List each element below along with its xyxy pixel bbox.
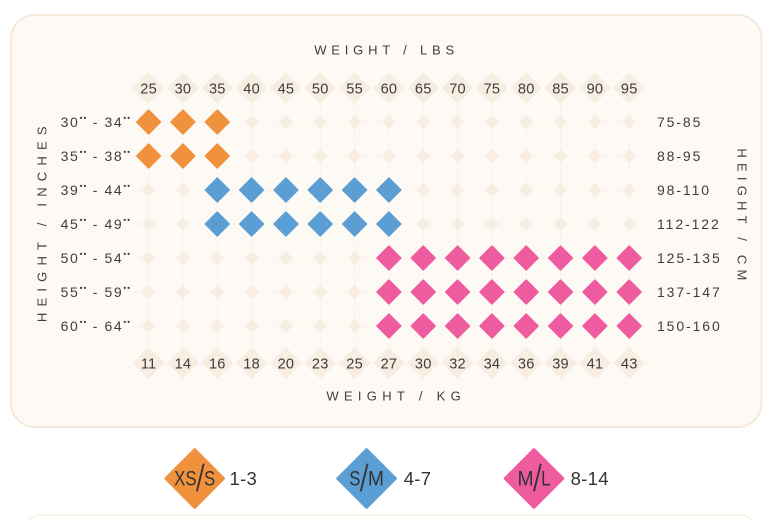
svg-text:18: 18 bbox=[243, 356, 260, 372]
svg-text:41: 41 bbox=[587, 356, 604, 372]
svg-text:75-85: 75-85 bbox=[657, 114, 702, 130]
svg-text:85: 85 bbox=[552, 81, 569, 97]
svg-text:60: 60 bbox=[381, 81, 398, 97]
svg-text:WEIGHT / KG: WEIGHT / KG bbox=[326, 389, 466, 404]
svg-text:80: 80 bbox=[518, 81, 535, 97]
svg-text:34: 34 bbox=[484, 356, 501, 372]
svg-text:45•• - 49••: 45•• - 49•• bbox=[61, 215, 131, 232]
svg-text:M: M bbox=[368, 468, 384, 491]
svg-text:25: 25 bbox=[140, 81, 157, 97]
svg-text:23: 23 bbox=[312, 356, 329, 372]
svg-text:150-160: 150-160 bbox=[657, 318, 722, 334]
svg-text:90: 90 bbox=[587, 81, 604, 97]
svg-text:S: S bbox=[349, 468, 360, 491]
svg-text:35•• - 38••: 35•• - 38•• bbox=[61, 147, 131, 164]
svg-text:98-110: 98-110 bbox=[657, 182, 711, 198]
svg-text:14: 14 bbox=[175, 356, 192, 372]
svg-text:35: 35 bbox=[209, 81, 226, 97]
svg-text:WEIGHT / LBS: WEIGHT / LBS bbox=[314, 43, 459, 58]
svg-text:20: 20 bbox=[278, 356, 295, 372]
svg-text:137-147: 137-147 bbox=[657, 284, 722, 300]
svg-text:L: L bbox=[541, 468, 550, 491]
svg-text:1-3: 1-3 bbox=[230, 468, 258, 489]
svg-text:55: 55 bbox=[346, 81, 363, 97]
svg-text:95: 95 bbox=[621, 81, 638, 97]
svg-text:39: 39 bbox=[552, 356, 569, 372]
svg-text:36: 36 bbox=[518, 356, 535, 372]
svg-text:39•• - 44••: 39•• - 44•• bbox=[61, 181, 131, 198]
svg-text:60•• - 64••: 60•• - 64•• bbox=[61, 317, 131, 334]
svg-text:M: M bbox=[518, 468, 534, 491]
svg-text:8-14: 8-14 bbox=[571, 468, 609, 489]
svg-text:30•• - 34••: 30•• - 34•• bbox=[61, 113, 131, 130]
svg-text:112-122: 112-122 bbox=[657, 216, 721, 232]
svg-text:27: 27 bbox=[381, 356, 398, 372]
svg-text:11: 11 bbox=[141, 356, 157, 372]
svg-text:HEIGHT / CM: HEIGHT / CM bbox=[735, 148, 750, 285]
svg-text:50•• - 54••: 50•• - 54•• bbox=[61, 249, 131, 266]
svg-text:50: 50 bbox=[312, 81, 329, 97]
svg-text:70: 70 bbox=[449, 81, 466, 97]
svg-text:4-7: 4-7 bbox=[404, 468, 432, 489]
svg-text:40: 40 bbox=[243, 81, 260, 97]
svg-text:88-95: 88-95 bbox=[657, 148, 702, 164]
svg-text:S: S bbox=[204, 468, 215, 491]
svg-text:30: 30 bbox=[415, 356, 432, 372]
svg-text:HEIGHT / INCHES: HEIGHT / INCHES bbox=[35, 120, 50, 322]
svg-text:65: 65 bbox=[415, 81, 432, 97]
svg-text:30: 30 bbox=[175, 81, 192, 97]
svg-text:75: 75 bbox=[484, 81, 501, 97]
svg-text:55•• - 59••: 55•• - 59•• bbox=[61, 283, 131, 300]
svg-text:125-135: 125-135 bbox=[657, 250, 722, 266]
svg-text:43: 43 bbox=[621, 356, 638, 372]
svg-text:16: 16 bbox=[209, 356, 226, 372]
svg-text:45: 45 bbox=[278, 81, 295, 97]
svg-text:25: 25 bbox=[346, 356, 363, 372]
svg-text:XS: XS bbox=[174, 468, 196, 491]
svg-text:32: 32 bbox=[449, 356, 466, 372]
